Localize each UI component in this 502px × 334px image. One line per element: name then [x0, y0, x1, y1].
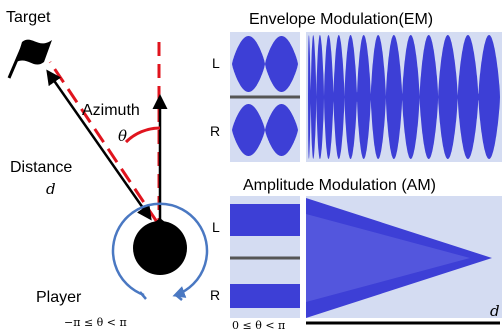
em-left-waveform	[232, 36, 298, 92]
am-left-channel-label: L	[212, 219, 220, 235]
distance-arrow	[46, 69, 152, 221]
distance-symbol: d	[46, 180, 56, 198]
am-right-band	[230, 284, 300, 308]
distance-label: Distance	[10, 159, 72, 176]
player-label: Player	[36, 289, 82, 306]
am-title: Amplitude Modulation (AM)	[243, 177, 436, 194]
player-icon	[133, 218, 187, 275]
flag-icon	[7, 39, 52, 79]
azimuth-schematic: Target Azimuth θ Distance d	[6, 9, 209, 329]
azimuth-arc	[124, 126, 161, 144]
target-label: Target	[6, 9, 51, 26]
am-theta-range-label: 0 ≤ θ < π	[232, 319, 285, 332]
target-direction-line	[48, 61, 159, 223]
rotation-arrow-icon	[111, 202, 209, 301]
am-distance-axis-label: d	[490, 302, 500, 320]
em-right-channel-label: R	[210, 123, 220, 139]
em-main-waveform	[308, 35, 500, 159]
am-decay-envelope-inner	[306, 214, 470, 302]
em-right-waveform	[232, 104, 298, 156]
am-left-band	[230, 204, 300, 236]
azimuth-label: Azimuth	[82, 102, 140, 119]
em-left-channel-label: L	[212, 55, 220, 71]
am-right-channel-label: R	[210, 287, 220, 303]
em-title: Envelope Modulation(EM)	[249, 11, 433, 28]
am-decay-envelope	[306, 198, 492, 318]
theta-symbol: θ	[118, 127, 127, 145]
em-main-waves	[308, 35, 500, 159]
em-side-waves	[232, 36, 298, 156]
theta-range-label: −π ≤ θ < π	[64, 316, 127, 329]
